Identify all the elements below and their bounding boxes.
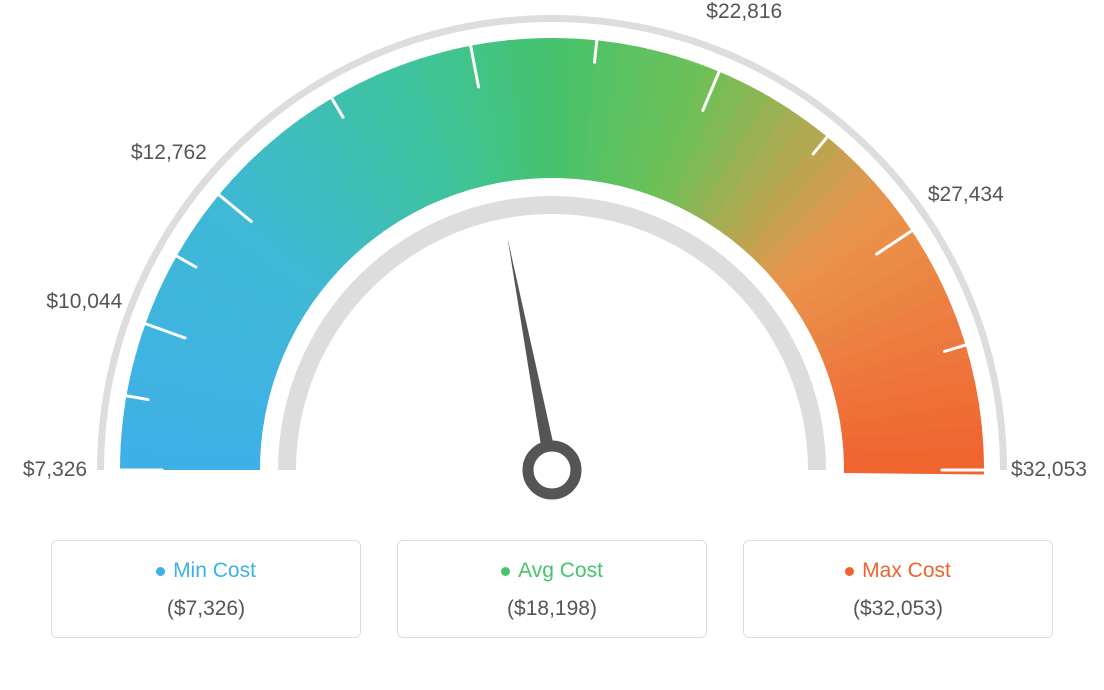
legend-title-avg: Avg Cost bbox=[501, 559, 603, 583]
gauge-tick-label: $10,044 bbox=[46, 290, 122, 314]
gauge-tick-label: $7,326 bbox=[23, 458, 87, 482]
legend-card-max: Max Cost ($32,053) bbox=[743, 540, 1053, 638]
dot-icon bbox=[501, 567, 510, 576]
gauge-tick-label: $32,053 bbox=[1011, 458, 1087, 482]
legend-title-text: Max Cost bbox=[862, 559, 951, 583]
dot-icon bbox=[156, 567, 165, 576]
legend-row: Min Cost ($7,326) Avg Cost ($18,198) Max… bbox=[0, 540, 1104, 638]
legend-value-min: ($7,326) bbox=[62, 597, 350, 621]
gauge-tick-label: $12,762 bbox=[131, 141, 207, 165]
legend-title-text: Min Cost bbox=[173, 559, 256, 583]
gauge-tick-label: $22,816 bbox=[706, 0, 782, 24]
legend-card-min: Min Cost ($7,326) bbox=[51, 540, 361, 638]
legend-value-max: ($32,053) bbox=[754, 597, 1042, 621]
gauge-svg bbox=[0, 0, 1104, 530]
legend-title-min: Min Cost bbox=[156, 559, 256, 583]
legend-title-text: Avg Cost bbox=[518, 559, 603, 583]
legend-title-max: Max Cost bbox=[845, 559, 951, 583]
gauge-tick-label: $27,434 bbox=[928, 183, 1004, 207]
legend-value-avg: ($18,198) bbox=[408, 597, 696, 621]
dot-icon bbox=[845, 567, 854, 576]
legend-card-avg: Avg Cost ($18,198) bbox=[397, 540, 707, 638]
gauge-chart: $7,326$10,044$12,762$18,198$22,816$27,43… bbox=[0, 0, 1104, 530]
